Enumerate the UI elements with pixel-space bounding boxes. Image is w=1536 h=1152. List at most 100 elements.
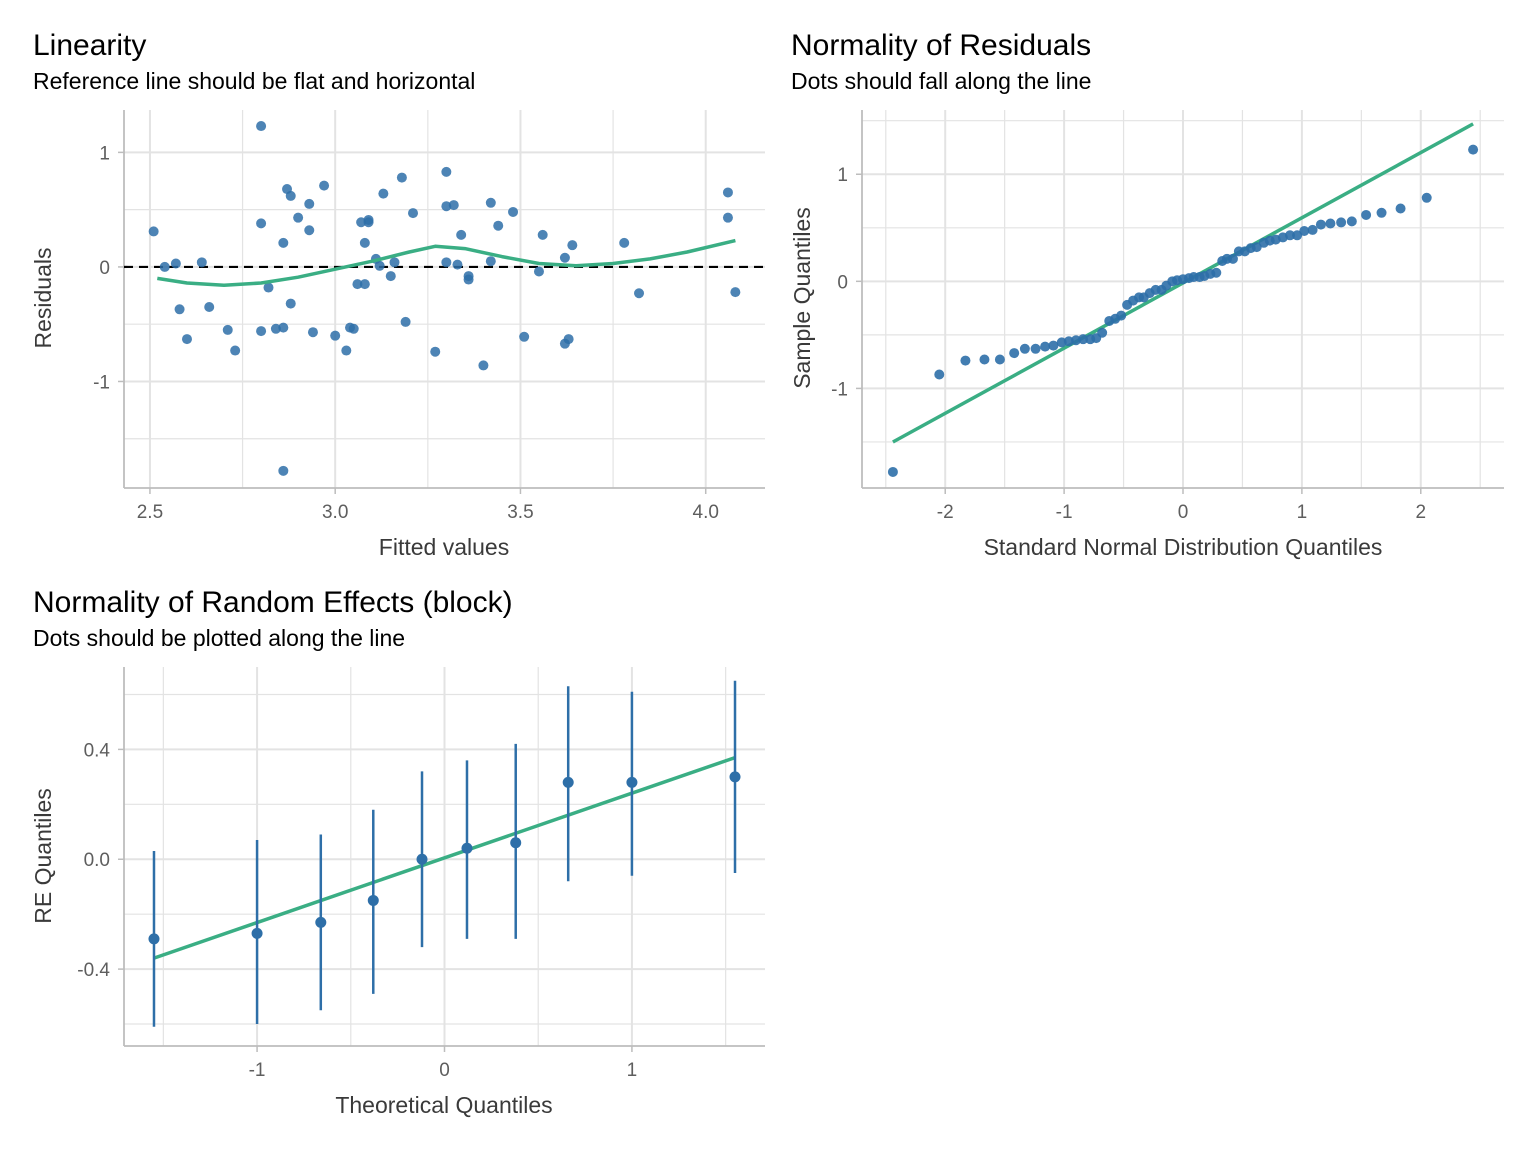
x-tick-label: 2	[1415, 502, 1426, 523]
x-tick-label: -1	[1056, 502, 1073, 523]
y-tick-label: -1	[93, 372, 110, 393]
residual-point	[441, 201, 452, 212]
random-effects-points	[148, 771, 741, 945]
random-effects-axes	[118, 667, 765, 1052]
qq-point	[1227, 253, 1238, 264]
linearity-axes	[118, 110, 765, 494]
random-effects-tick-labels: -1 0 1 -0.4 0.0 0.4	[77, 740, 637, 1081]
residual-point	[222, 324, 233, 335]
y-tick-label: 1	[99, 143, 110, 164]
normality-residuals-gridlines	[862, 110, 1504, 488]
re-point	[367, 894, 379, 906]
residual-point	[559, 252, 570, 263]
y-tick-label: 0	[99, 258, 110, 279]
linearity-title: Linearity	[33, 29, 146, 62]
qq-point	[994, 354, 1005, 365]
normality-residuals-y-axis-label: Sample Quantiles	[789, 207, 815, 389]
residual-point	[722, 212, 733, 223]
residual-point	[430, 346, 441, 357]
residual-point	[348, 323, 359, 334]
residual-point	[374, 260, 385, 271]
y-tick-label: 0.0	[84, 850, 110, 871]
qq-point	[960, 355, 971, 366]
residual-point	[256, 121, 267, 132]
x-tick-label: 3.5	[507, 502, 533, 523]
y-tick-label: 1	[837, 165, 848, 186]
qq-point	[1211, 267, 1222, 278]
re-point	[562, 776, 574, 788]
qq-point	[1009, 348, 1020, 359]
qq-point	[1395, 203, 1406, 214]
residual-point	[359, 237, 370, 248]
residual-point	[634, 288, 645, 299]
residual-point	[722, 187, 733, 198]
residual-point	[448, 200, 459, 211]
linearity-gridlines	[124, 110, 765, 488]
residual-point	[285, 190, 296, 201]
qq-point	[1361, 209, 1372, 220]
random-effects-title: Normality of Random Effects (block)	[33, 586, 513, 619]
qq-point	[1421, 192, 1432, 203]
random-effects-reference-line	[153, 755, 736, 960]
qq-point	[1019, 343, 1030, 354]
residual-point	[441, 166, 452, 177]
x-tick-label: 1	[627, 1060, 638, 1081]
residual-point	[304, 225, 315, 236]
residual-point	[159, 261, 170, 272]
re-point	[148, 933, 160, 945]
qq-point	[934, 369, 945, 380]
qq-point	[1116, 310, 1127, 321]
residual-point	[293, 212, 304, 223]
normality-residuals-axes	[856, 110, 1504, 494]
x-tick-label: 4.0	[693, 502, 719, 523]
residual-point	[256, 326, 267, 337]
residual-point	[385, 271, 396, 282]
residual-point	[485, 197, 496, 208]
residual-point	[456, 229, 467, 240]
re-point	[315, 916, 327, 928]
residual-point	[463, 274, 474, 285]
random-effects-y-axis-label: RE Quantiles	[30, 788, 56, 924]
residual-point	[493, 220, 504, 231]
re-point	[626, 776, 638, 788]
re-point	[510, 837, 522, 849]
qq-point	[1097, 327, 1108, 338]
residual-point	[285, 298, 296, 309]
qq-reference-line	[153, 755, 736, 960]
residual-point	[519, 331, 530, 342]
residual-point	[204, 302, 215, 313]
qq-point	[1468, 144, 1479, 155]
re-point	[729, 771, 741, 783]
qq-point	[1346, 216, 1357, 227]
normality-residuals-points	[887, 144, 1479, 477]
residual-point	[230, 345, 241, 356]
residual-point	[307, 327, 318, 338]
qq-point	[1040, 341, 1051, 352]
residual-point	[278, 465, 289, 476]
residual-point	[389, 257, 400, 268]
normality-residuals-title: Normality of Residuals	[791, 29, 1091, 62]
residual-point	[319, 180, 330, 191]
residual-point	[363, 217, 374, 228]
residual-point	[452, 259, 463, 270]
linearity-x-axis-label: Fitted values	[379, 534, 509, 560]
x-tick-label: 0	[1178, 502, 1189, 523]
residual-point	[730, 287, 741, 298]
linearity-smooth-line	[157, 238, 736, 288]
linearity-subtitle: Reference line should be flat and horizo…	[33, 68, 475, 94]
residual-point	[400, 316, 411, 327]
residual-point	[256, 218, 267, 229]
random-effects-x-axis-label: Theoretical Quantiles	[335, 1092, 552, 1118]
residual-point	[441, 257, 452, 268]
random-effects-subtitle: Dots should be plotted along the line	[33, 625, 405, 651]
residual-point	[330, 330, 341, 341]
residual-point	[533, 266, 544, 277]
x-tick-label: -2	[937, 502, 954, 523]
x-tick-label: 2.5	[137, 502, 163, 523]
qq-point	[979, 354, 990, 365]
qq-point	[1030, 343, 1041, 354]
normality-residuals-tick-labels: -2 -1 0 1 2 -1 0 1	[831, 165, 1426, 523]
qq-point	[1336, 217, 1347, 228]
y-tick-label: -1	[831, 379, 848, 400]
